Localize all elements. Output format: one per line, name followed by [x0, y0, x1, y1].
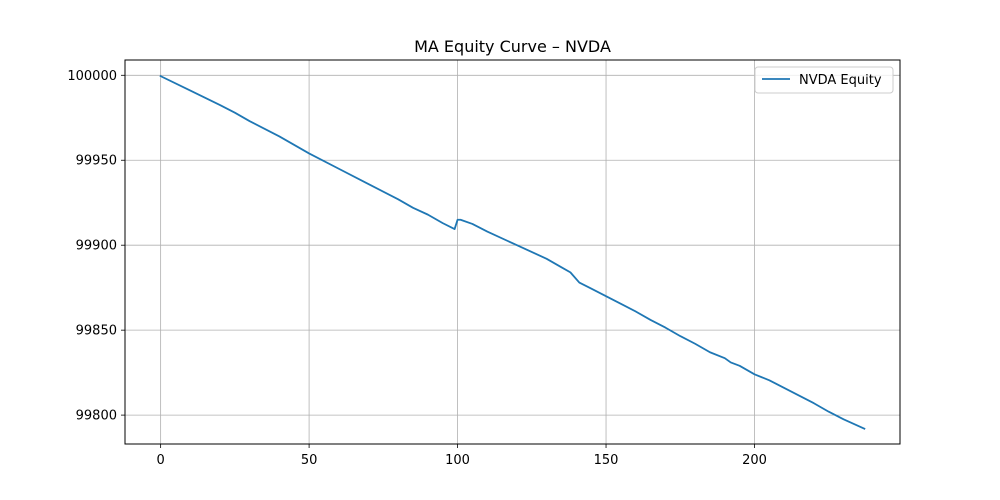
y-tick-label: 99850 — [76, 324, 117, 339]
y-axis: 99800 99850 99900 99950 100000 — [67, 69, 125, 424]
y-tick-label: 100000 — [67, 69, 117, 84]
plot-frame — [124, 59, 901, 445]
y-tick-label: 99800 — [76, 409, 117, 424]
y-tick-label: 99950 — [76, 154, 117, 169]
x-tick-label: 200 — [742, 453, 767, 468]
chart-title: MA Equity Curve – NVDA — [414, 37, 611, 56]
series-line-nvda-equity — [159, 74, 866, 430]
legend-label: NVDA Equity — [799, 73, 882, 88]
x-tick-label: 50 — [301, 453, 318, 468]
legend: NVDA Equity — [754, 66, 894, 94]
x-tick-label: 0 — [156, 453, 164, 468]
series-layer — [159, 74, 866, 430]
legend-box — [754, 66, 894, 94]
y-tick-label: 99900 — [76, 239, 117, 254]
x-tick-label: 150 — [594, 453, 619, 468]
x-tick-label: 100 — [445, 453, 470, 468]
x-axis: 0 50 100 150 200 — [156, 444, 767, 468]
